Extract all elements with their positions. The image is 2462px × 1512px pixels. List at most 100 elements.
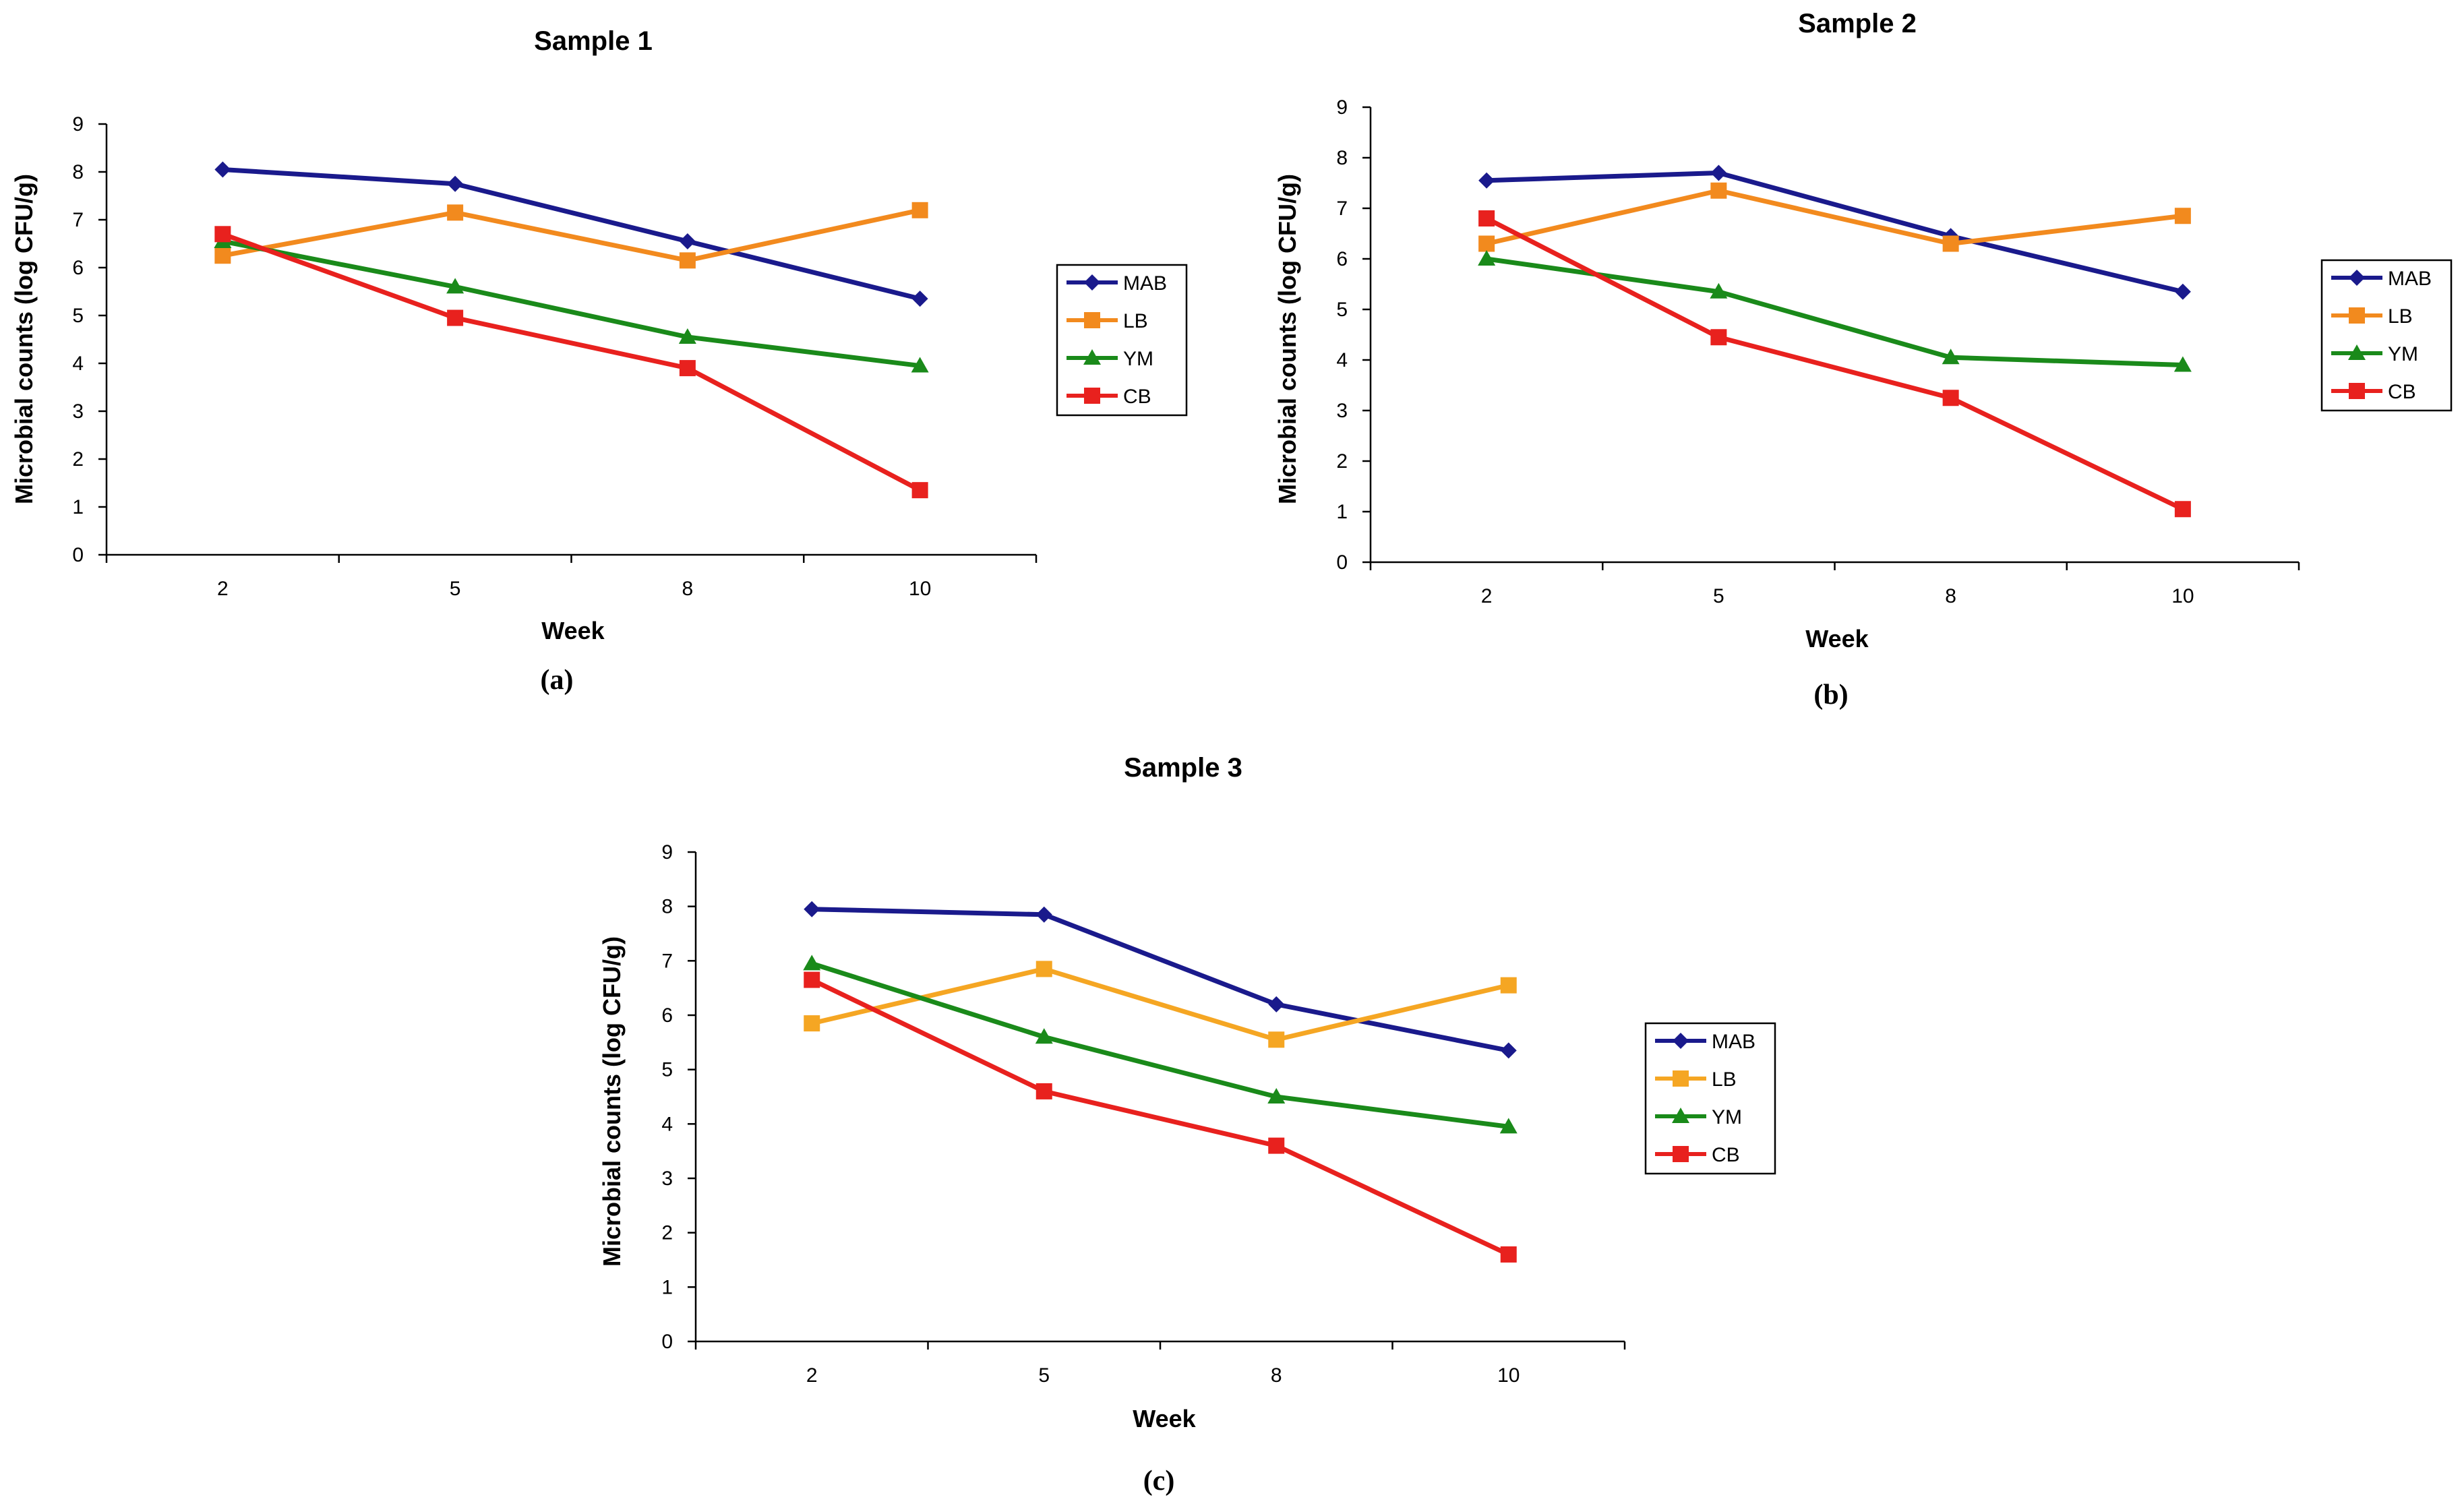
data-point-lb [1478, 235, 1495, 252]
y-tick-label: 5 [661, 1059, 673, 1081]
series-cb [804, 971, 1517, 1263]
series-line-mab [1487, 171, 2184, 295]
series-lb [1478, 182, 2191, 252]
y-tick-label: 5 [1336, 299, 1348, 321]
data-point-lb [804, 1015, 820, 1032]
legend-label-cb: CB [2388, 381, 2416, 403]
series-lb [804, 961, 1517, 1048]
series-line-cb [1485, 216, 2184, 512]
x-tick-label: 10 [2171, 585, 2194, 607]
chart-title: Sample 1 [534, 26, 653, 56]
legend-label-lb: LB [2388, 305, 2413, 328]
y-tick-label: 8 [72, 161, 84, 183]
data-point-lb [214, 247, 231, 264]
data-point-ym [911, 357, 929, 373]
legend-label-ym: YM [1123, 348, 1153, 370]
data-point-lb [1035, 961, 1052, 977]
series-ym [214, 232, 929, 373]
data-point-mab [1710, 164, 1727, 181]
chart-sample-3: Sample 3 0 1 2 3 4 5 6 7 8 9 2 5 8 10 Week Microbial cou… [598, 753, 1776, 1496]
data-point-mab [804, 901, 820, 917]
x-tick-label: 8 [1945, 585, 1956, 607]
y-tick-label: 1 [72, 496, 84, 518]
legend-marker-ym [1672, 1108, 1689, 1123]
data-point-cb [1268, 1137, 1285, 1154]
legend-label-mab: MAB [2388, 268, 2432, 290]
data-point-mab [1478, 172, 1495, 189]
series-cb [214, 226, 928, 499]
series-line-mab [222, 167, 921, 301]
data-point-lb [911, 202, 928, 218]
series-line-lb [222, 208, 921, 263]
series-line-cb [222, 232, 922, 493]
legend: MAB LB YM CB [2320, 259, 2453, 412]
data-point-ym [1478, 250, 1496, 266]
data-point-lb [447, 204, 464, 221]
data-point-cb [911, 482, 928, 499]
data-point-mab [911, 291, 928, 307]
legend-label-lb: LB [1712, 1068, 1737, 1091]
data-point-mab [679, 233, 696, 249]
data-point-lb [1268, 1031, 1285, 1048]
series-mab [804, 901, 1517, 1059]
data-point-cb [214, 226, 231, 243]
data-point-ym [1035, 1028, 1053, 1044]
x-tick-label: 2 [1481, 585, 1493, 607]
y-tick-label: 9 [1336, 96, 1348, 119]
x-tick-label: 2 [806, 1364, 818, 1387]
y-tick-label: 7 [661, 950, 673, 972]
data-point-lb [2174, 208, 2191, 224]
legend-box [1056, 264, 1188, 417]
x-tick-label: 10 [1497, 1364, 1520, 1387]
y-tick-label: 3 [661, 1168, 673, 1190]
y-tick-label: 6 [661, 1004, 673, 1027]
y-tick-label: 2 [72, 448, 84, 471]
y-tick-label: 4 [1336, 349, 1348, 371]
y-axis-label: Microbial counts (log CFU/g) [10, 174, 38, 504]
legend: MAB LB YM CB [1644, 1022, 1776, 1175]
data-point-cb [2174, 501, 2191, 518]
legend-marker-mab [1084, 274, 1100, 291]
series-mab [214, 161, 928, 307]
x-tick-label: 2 [217, 578, 229, 600]
data-point-cb [1478, 210, 1495, 226]
data-point-ym [1942, 349, 1960, 365]
x-tick-label: 5 [450, 578, 461, 600]
series-mab [1478, 164, 2191, 300]
series-ym [803, 955, 1518, 1134]
data-point-ym [1499, 1118, 1518, 1134]
legend-marker-ym [1083, 349, 1101, 365]
data-point-mab [2174, 283, 2191, 300]
y-tick-label: 3 [72, 400, 84, 423]
y-tick-label: 0 [1336, 551, 1348, 574]
y-tick-label: 8 [1336, 147, 1348, 169]
y-tick-label: 6 [72, 257, 84, 279]
y-tick-label: 2 [1336, 450, 1348, 473]
legend-marker-cb [1084, 388, 1100, 404]
y-tick-label: 3 [1336, 400, 1348, 422]
data-point-cb [804, 971, 820, 988]
data-point-cb [1710, 329, 1727, 346]
data-point-lb [679, 252, 696, 269]
data-point-cb [1942, 390, 1959, 406]
legend-label-cb: CB [1123, 386, 1151, 408]
chart-title: Sample 2 [1798, 9, 1917, 38]
series-lb [214, 202, 928, 269]
data-point-mab [1035, 906, 1052, 923]
series-line-ym [1486, 256, 2183, 367]
series-cb [1478, 210, 2191, 518]
legend-label-ym: YM [1712, 1106, 1742, 1128]
y-axis-label: Microbial counts (log CFU/g) [1273, 174, 1301, 504]
x-axis-label: Week [541, 617, 605, 644]
data-point-ym [1267, 1088, 1286, 1103]
y-axis-label: Microbial counts (log CFU/g) [598, 936, 626, 1267]
y-tick-label: 0 [661, 1331, 673, 1353]
legend: MAB LB YM CB [1056, 264, 1188, 417]
y-tick-label: 0 [72, 544, 84, 566]
legend-marker-mab [2349, 270, 2365, 286]
y-tick-label: 6 [1336, 248, 1348, 270]
legend-label-lb: LB [1123, 310, 1148, 332]
y-tick-label: 8 [661, 896, 673, 918]
data-point-ym [2173, 356, 2192, 372]
y-tick-label: 1 [1336, 501, 1348, 523]
